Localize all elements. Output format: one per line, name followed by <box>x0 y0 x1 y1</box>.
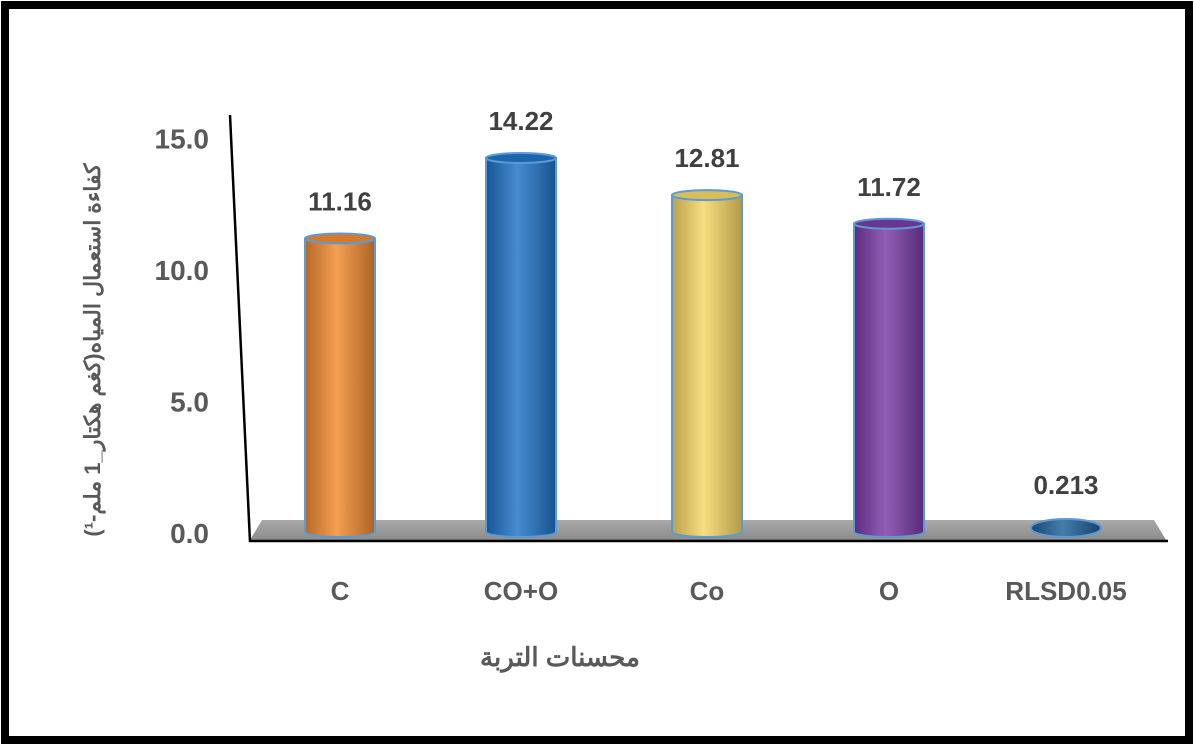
x-tick-label: RLSD0.05 <box>1005 576 1126 606</box>
y-axis-title: كفاءة استعمال المياه(كغم هكتار_1 ملم-¹) <box>80 163 106 537</box>
x-tick-label: CO+O <box>484 576 558 606</box>
bar <box>853 217 925 538</box>
bar-body <box>671 194 743 538</box>
x-tick-label: Co <box>690 576 725 606</box>
y-tick-label: 15.0 <box>155 124 210 155</box>
bar-disc <box>1030 518 1102 538</box>
bar-body <box>304 237 376 538</box>
value-labels: 11.16 14.22 12.81 11.72 0.213 <box>308 106 1098 500</box>
y-tick-label: 0.0 <box>170 518 209 549</box>
bar <box>1030 518 1102 538</box>
x-tick-label: O <box>879 576 899 606</box>
x-tick-labels: C CO+O Co O RLSD0.05 <box>331 576 1127 606</box>
data-label: 11.72 <box>857 172 921 202</box>
data-label: 11.16 <box>308 187 372 217</box>
bar-top <box>853 217 925 230</box>
bar-top <box>671 189 743 202</box>
bars <box>304 152 1102 538</box>
bar-top <box>304 232 376 245</box>
y-tick-label: 5.0 <box>170 387 209 418</box>
data-label: 14.22 <box>488 106 553 136</box>
bar <box>485 152 557 538</box>
x-tick-label: C <box>331 576 350 606</box>
bar-top <box>485 152 557 165</box>
bar-body <box>853 222 925 538</box>
x-axis-title: محسنات التربة <box>480 642 640 673</box>
data-label: 0.213 <box>1033 470 1098 500</box>
data-label: 12.81 <box>674 143 739 173</box>
bar <box>671 189 743 538</box>
bar <box>304 232 376 538</box>
y-axis-line <box>228 114 252 543</box>
y-tick-labels: 0.0 5.0 10.0 15.0 <box>155 124 210 550</box>
y-tick-label: 10.0 <box>155 255 210 286</box>
bar-body <box>485 157 557 538</box>
